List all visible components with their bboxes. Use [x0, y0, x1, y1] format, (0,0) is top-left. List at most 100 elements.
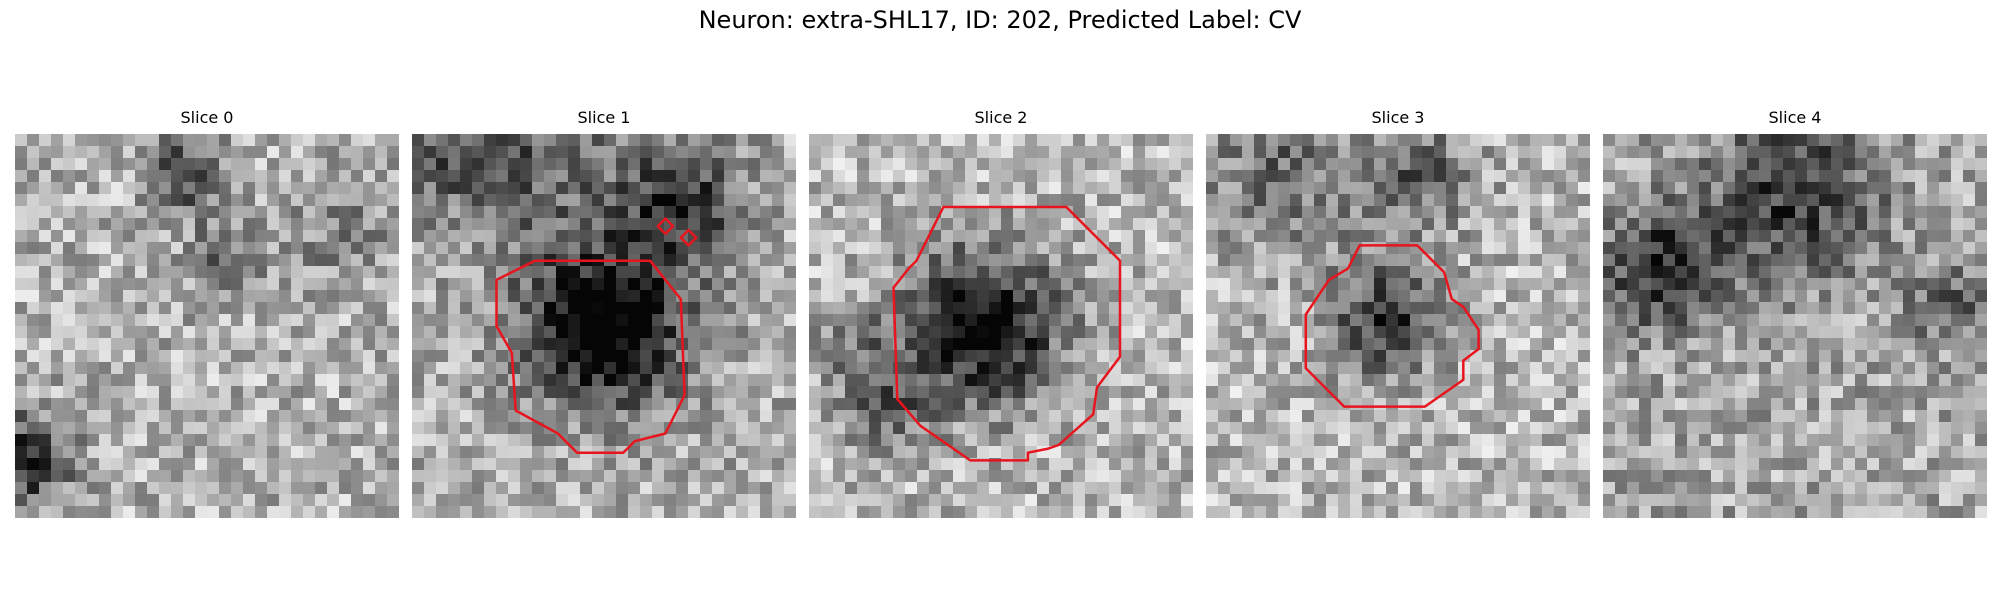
image-pixel: [1422, 482, 1435, 495]
image-pixel: [1242, 242, 1255, 255]
image-pixel: [1530, 446, 1543, 459]
image-pixel: [327, 398, 340, 411]
image-pixel: [1362, 410, 1375, 423]
image-pixel: [39, 362, 52, 375]
image-pixel: [375, 446, 388, 459]
image-pixel: [760, 254, 773, 267]
image-pixel: [881, 506, 894, 518]
image-pixel: [532, 494, 545, 507]
image-pixel: [1615, 302, 1628, 315]
image-pixel: [1578, 410, 1590, 423]
image-pixel: [833, 170, 846, 183]
image-pixel: [977, 170, 990, 183]
image-pixel: [327, 446, 340, 459]
image-pixel: [1506, 230, 1519, 243]
image-pixel: [809, 182, 822, 195]
image-pixel: [1374, 326, 1387, 339]
image-pixel: [1230, 386, 1243, 399]
image-pixel: [652, 410, 665, 423]
image-pixel: [387, 386, 399, 399]
image-pixel: [893, 218, 906, 231]
image-pixel: [1230, 494, 1243, 507]
image-pixel: [712, 482, 725, 495]
image-pixel: [532, 290, 545, 303]
image-pixel: [1121, 218, 1134, 231]
image-pixel: [1001, 314, 1014, 327]
image-pixel: [436, 266, 449, 279]
image-pixel: [1542, 314, 1555, 327]
image-pixel: [243, 206, 256, 219]
image-pixel: [760, 302, 773, 315]
image-pixel: [1037, 278, 1050, 291]
image-pixel: [905, 290, 918, 303]
image-pixel: [1025, 290, 1038, 303]
image-pixel: [893, 182, 906, 195]
image-pixel: [1603, 302, 1616, 315]
image-pixel: [159, 170, 172, 183]
image-pixel: [51, 134, 64, 147]
image-pixel: [1603, 218, 1616, 231]
image-pixel: [1506, 290, 1519, 303]
image-pixel: [1699, 434, 1712, 447]
image-pixel: [1578, 218, 1590, 231]
image-pixel: [989, 494, 1002, 507]
image-pixel: [1927, 326, 1940, 339]
image-pixel: [580, 266, 593, 279]
image-pixel: [556, 242, 569, 255]
image-pixel: [929, 482, 942, 495]
image-pixel: [1963, 230, 1976, 243]
image-pixel: [1362, 230, 1375, 243]
image-pixel: [1278, 170, 1291, 183]
image-pixel: [1374, 458, 1387, 471]
image-pixel: [424, 410, 437, 423]
image-pixel: [1133, 362, 1146, 375]
image-pixel: [123, 386, 136, 399]
image-pixel: [1566, 386, 1579, 399]
image-pixel: [1975, 254, 1987, 267]
image-pixel: [724, 506, 737, 518]
image-pixel: [327, 410, 340, 423]
image-pixel: [484, 230, 497, 243]
image-pixel: [1085, 470, 1098, 483]
image-pixel: [748, 158, 761, 171]
image-pixel: [1771, 422, 1784, 435]
image-pixel: [1001, 494, 1014, 507]
image-pixel: [1723, 458, 1736, 471]
image-pixel: [1639, 230, 1652, 243]
image-pixel: [1025, 422, 1038, 435]
image-pixel: [1723, 434, 1736, 447]
image-pixel: [520, 146, 533, 159]
image-pixel: [760, 506, 773, 518]
image-pixel: [1025, 278, 1038, 291]
image-pixel: [1013, 398, 1026, 411]
image-pixel: [580, 194, 593, 207]
image-pixel: [63, 218, 76, 231]
image-pixel: [869, 290, 882, 303]
image-pixel: [556, 362, 569, 375]
image-pixel: [1639, 266, 1652, 279]
image-pixel: [941, 206, 954, 219]
image-pixel: [1699, 314, 1712, 327]
image-pixel: [592, 506, 605, 518]
image-pixel: [736, 458, 749, 471]
image-pixel: [568, 374, 581, 387]
image-pixel: [857, 254, 870, 267]
image-pixel: [99, 398, 112, 411]
image-pixel: [917, 434, 930, 447]
image-pixel: [1711, 410, 1724, 423]
image-pixel: [1554, 206, 1567, 219]
image-pixel: [1855, 434, 1868, 447]
image-pixel: [809, 194, 822, 207]
image-pixel: [1458, 266, 1471, 279]
image-pixel: [123, 470, 136, 483]
image-pixel: [15, 290, 28, 303]
image-pixel: [1362, 194, 1375, 207]
image-pixel: [1085, 434, 1098, 447]
image-pixel: [111, 146, 124, 159]
image-pixel: [1458, 470, 1471, 483]
image-pixel: [1578, 290, 1590, 303]
image-pixel: [1506, 242, 1519, 255]
image-pixel: [989, 422, 1002, 435]
image-pixel: [1615, 206, 1628, 219]
image-pixel: [881, 446, 894, 459]
